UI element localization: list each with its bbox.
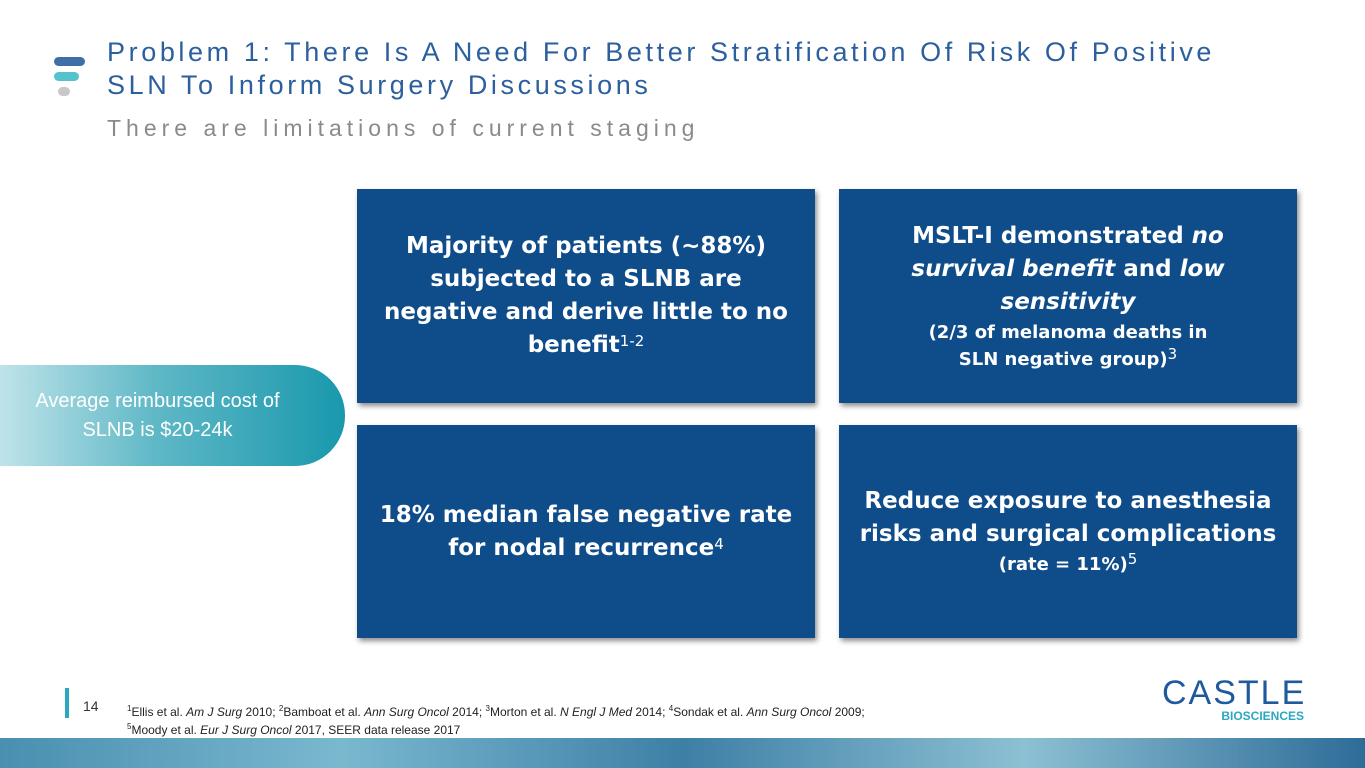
card-emphasis: low sensitivity	[1000, 255, 1225, 315]
card-sub: (rate = 11%)5	[999, 551, 1138, 578]
reference-number: 3	[485, 704, 490, 713]
card-text: MSLT-I demonstrated no survival benefit …	[889, 220, 1247, 319]
page-number: 14	[65, 688, 99, 718]
reference-year: 2017, SEER data release 2017	[294, 723, 461, 737]
logo-name: CASTLE	[1162, 674, 1307, 712]
reference-year: 2014;	[635, 705, 666, 719]
card-text: Reduce exposure to anesthesia risks and …	[853, 485, 1283, 551]
citation: 5	[1127, 550, 1138, 568]
card-main: 18% median false negative rate for nodal…	[379, 501, 793, 561]
citation: 1-2	[619, 332, 645, 350]
reference: 5Moody et al. Eur J Surg Oncol 2017, SEE…	[127, 722, 461, 738]
card: Reduce exposure to anesthesia risks and …	[839, 425, 1297, 638]
reference-year: 2010;	[245, 705, 276, 719]
reference-number: 4	[668, 704, 674, 713]
card: MSLT-I demonstrated no survival benefit …	[839, 189, 1297, 403]
logo: CASTLE BIOSCIENCES	[1162, 676, 1304, 722]
reference-year: 2014;	[452, 705, 483, 719]
card-main: MSLT-I demonstrated	[912, 222, 1184, 249]
reference: 2Bamboat et al. Ann Surg Oncol 2014;	[278, 704, 483, 720]
reference-journal: Am J Surg	[186, 705, 243, 719]
card: Majority of patients (~88%) subjected to…	[357, 189, 815, 403]
reference: 4Sondak et al. Ann Surg Oncol 2009;	[668, 704, 865, 720]
references: 1Ellis et al. Am J Surg 2010; 2Bamboat e…	[127, 703, 947, 739]
callout: Average reimbursed cost of SLNB is $20-2…	[0, 365, 345, 466]
title: Problem 1: There Is A Need For Better St…	[107, 37, 1216, 100]
reference-number: 2	[278, 704, 284, 713]
reference: 3Morton et al. N Engl J Med 2014;	[485, 704, 666, 720]
reference-journal: N Engl J Med	[560, 705, 633, 719]
card: 18% median false negative rate for nodal…	[357, 425, 815, 638]
card-sub: (2/3 of melanoma deaths in SLN negative …	[908, 319, 1228, 373]
icon-bar	[58, 87, 70, 96]
card-sub-text: (rate = 11%)	[998, 554, 1128, 575]
reference-year: 2009;	[834, 705, 865, 719]
subtitle: There are limitations of current staging	[107, 115, 700, 141]
logo-tagline: BIOSCIENCES	[1221, 709, 1304, 723]
card-main: Majority of patients (~88%) subjected to…	[384, 233, 788, 358]
card-main: Reduce exposure to anesthesia risks and …	[859, 488, 1277, 547]
callout-text: Average reimbursed cost of SLNB is $20-2…	[35, 389, 280, 441]
citation: 4	[714, 534, 724, 553]
icon	[54, 57, 85, 96]
reference-authors: Morton et al.	[489, 705, 557, 719]
reference-number: 5	[127, 722, 132, 731]
reference-authors: Sondak et al.	[673, 705, 744, 719]
reference-journal: Ann Surg Oncol	[364, 705, 449, 719]
icon-bar	[54, 57, 85, 66]
reference: 1Ellis et al. Am J Surg 2010;	[127, 704, 276, 720]
icon-bar	[54, 72, 79, 81]
card-main: and	[1123, 255, 1172, 282]
card-sub-text: (2/3 of melanoma deaths in SLN negative …	[928, 321, 1208, 370]
card-emphasis: no survival benefit	[911, 222, 1224, 282]
reference-journal: Ann Surg Oncol	[746, 705, 832, 719]
reference-authors: Moody et al.	[131, 723, 197, 737]
reference-number: 1	[127, 704, 132, 713]
reference-authors: Ellis et al.	[131, 705, 183, 719]
reference-journal: Eur J Surg Oncol	[200, 723, 292, 737]
footer-strip	[0, 738, 1365, 768]
reference-authors: Bamboat et al.	[283, 705, 361, 719]
card-text: 18% median false negative rate for nodal…	[371, 499, 801, 565]
card-text: Majority of patients (~88%) subjected to…	[371, 230, 801, 362]
citation: 3	[1167, 344, 1178, 363]
